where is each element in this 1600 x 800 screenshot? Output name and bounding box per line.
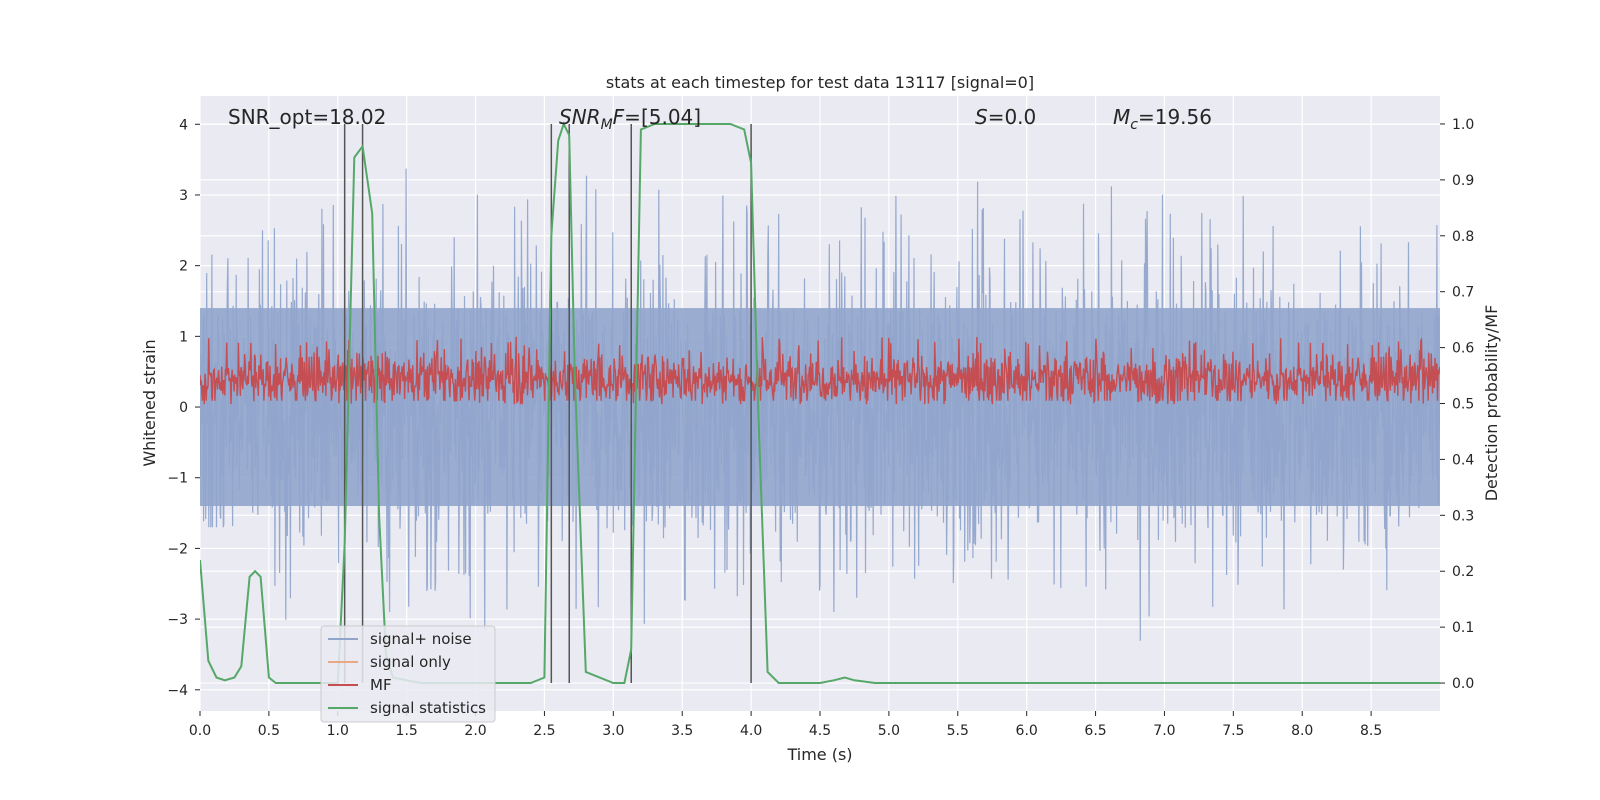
x-tick-label: 0.5	[258, 723, 280, 739]
mf-line	[200, 336, 1440, 406]
x-tick-label: 1.5	[396, 723, 418, 739]
y-tick-label-right: 0.5	[1452, 397, 1474, 413]
annotation-snr-opt: SNR_opt=18.02	[228, 105, 386, 129]
y-tick-label-left: 3	[179, 188, 188, 204]
y-axis-label-left: Whitened strain	[140, 339, 159, 466]
legend-label-signal-only: signal only	[370, 653, 451, 671]
y-tick-label-right: 0.9	[1452, 173, 1474, 189]
x-tick-label: 5.0	[878, 723, 900, 739]
y-ticks-left: 4 3 2 1 0 −1 −2 −3 −4	[167, 117, 200, 699]
annotation-mc-value: =19.56	[1138, 105, 1212, 129]
annotation-s-value: =0.0	[988, 105, 1037, 129]
y-tick-label-right: 0.3	[1452, 508, 1474, 524]
legend-box	[320, 625, 496, 723]
legend-label-mf: MF	[370, 676, 392, 694]
y-tick-label-left: −4	[167, 683, 188, 699]
x-tick-label: 6.0	[1016, 723, 1038, 739]
x-tick-label: 6.5	[1084, 723, 1106, 739]
x-tick-label: 8.5	[1360, 723, 1382, 739]
y-tick-label-right: 0.4	[1452, 452, 1474, 468]
x-tick-label: 8.0	[1291, 723, 1313, 739]
x-tick-label: 7.5	[1222, 723, 1244, 739]
annotation-snr-mf: SNRMF=[5.04]	[559, 105, 701, 133]
y-tick-label-left: 1	[179, 329, 188, 345]
y-tick-label-right: 0.0	[1452, 676, 1474, 692]
y-tick-label-left: 2	[179, 259, 188, 275]
series-signal-noise	[200, 168, 1440, 641]
x-tick-label: 3.0	[602, 723, 624, 739]
y-ticks-right: 1.0 0.9 0.8 0.7 0.6 0.5 0.4 0.3 0.2 0.1 0.0	[1440, 117, 1474, 692]
y-tick-label-left: 0	[179, 400, 188, 416]
y-tick-label-left: 4	[179, 117, 188, 133]
y-tick-label-right: 0.8	[1452, 229, 1474, 245]
x-tick-label: 7.0	[1153, 723, 1175, 739]
chart-title: stats at each timestep for test data 131…	[606, 73, 1034, 92]
annotation-snr-mf-value: [5.04]	[641, 105, 701, 129]
x-ticks: 0.0 0.5 1.0 1.5 2.0 2.5 3.0 3.5 4.0 4.5 5.0 5.5 6.0 6…	[189, 711, 1382, 739]
y-tick-label-right: 0.1	[1452, 620, 1474, 636]
y-tick-label-left: −1	[167, 471, 188, 487]
legend: signal+ noise signal only MF signal stat…	[320, 625, 496, 723]
x-axis-label: Time (s)	[786, 745, 852, 764]
x-tick-label: 4.5	[809, 723, 831, 739]
x-tick-label: 4.0	[740, 723, 762, 739]
x-tick-label: 5.5	[947, 723, 969, 739]
legend-label-signal-noise: signal+ noise	[370, 630, 472, 648]
legend-label-signal-statistics: signal statistics	[370, 699, 486, 717]
vertical-lines	[343, 123, 752, 684]
annotation-s: S=0.0	[975, 105, 1036, 129]
y-axis-label-right: Detection probability/MF	[1482, 305, 1501, 502]
x-tick-label: 2.0	[464, 723, 486, 739]
series-signal-statistics	[200, 121, 1440, 684]
x-tick-label: 3.5	[671, 723, 693, 739]
y-tick-label-right: 1.0	[1452, 117, 1474, 133]
y-tick-label-left: −2	[167, 541, 188, 557]
signal-statistics-line	[200, 121, 1440, 684]
x-tick-label: 0.0	[189, 723, 211, 739]
x-tick-label: 2.5	[533, 723, 555, 739]
series-mf	[200, 336, 1440, 406]
x-tick-label: 1.0	[327, 723, 349, 739]
y-tick-label-left: −3	[167, 612, 188, 628]
signal-noise-core	[200, 308, 1440, 506]
y-tick-label-right: 0.6	[1452, 341, 1474, 357]
y-tick-label-right: 0.7	[1452, 285, 1474, 301]
annotation-mc: Mc=19.56	[1113, 105, 1212, 133]
y-tick-label-right: 0.2	[1452, 564, 1474, 580]
